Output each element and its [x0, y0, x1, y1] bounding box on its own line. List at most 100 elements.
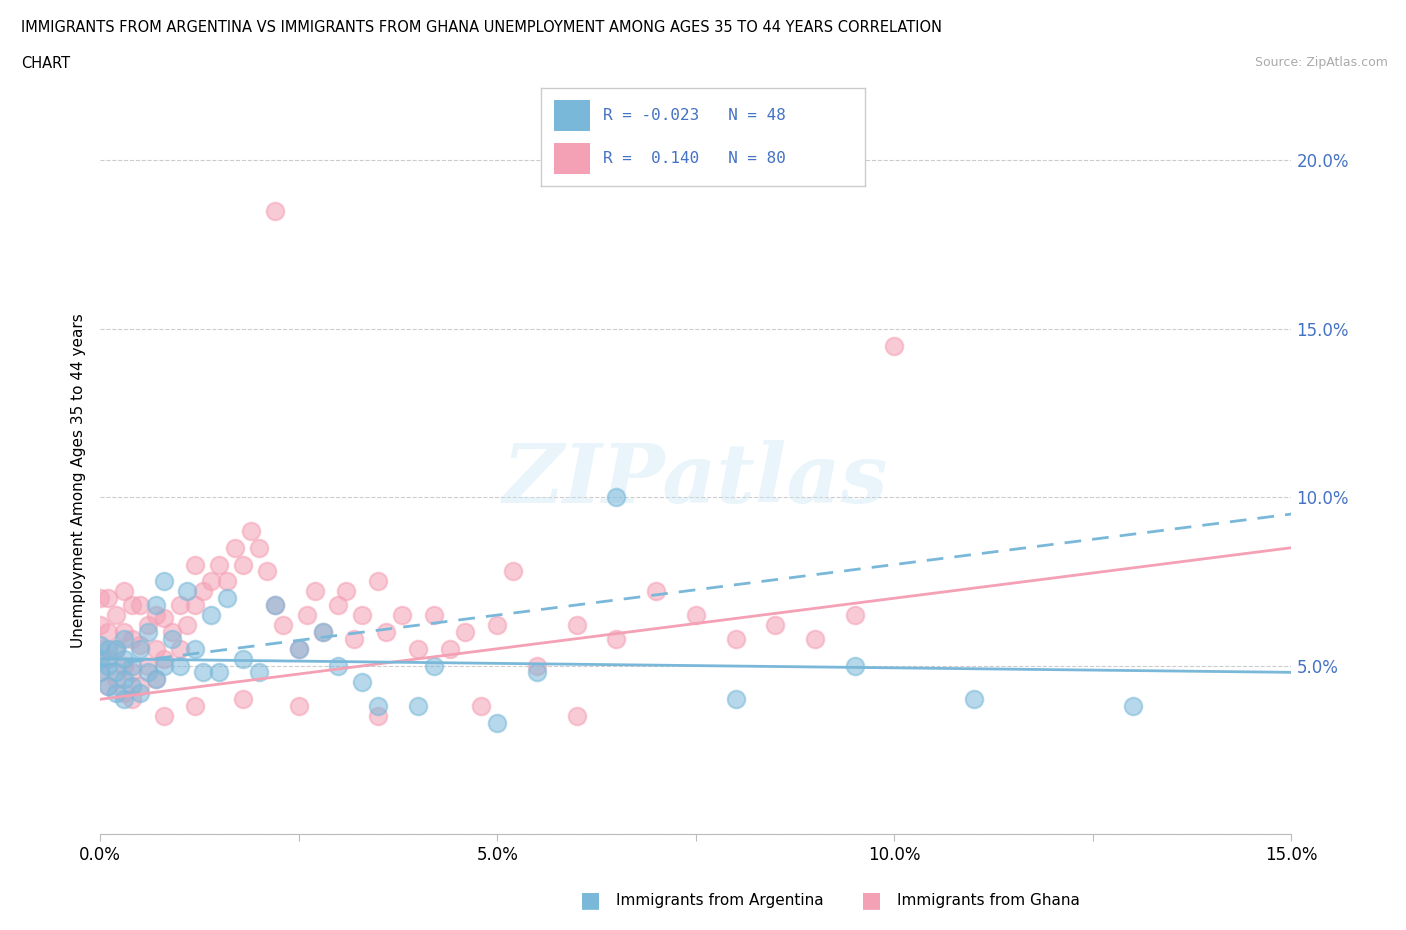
- Point: [263, 598, 285, 613]
- Text: CHART: CHART: [21, 56, 70, 71]
- Point: [105, 642, 128, 657]
- Point: [112, 651, 135, 666]
- Point: [352, 675, 374, 690]
- Point: [169, 642, 191, 657]
- Text: Immigrants from Argentina: Immigrants from Argentina: [616, 893, 824, 908]
- Point: [526, 658, 548, 673]
- Point: [328, 598, 350, 613]
- Point: [152, 574, 174, 589]
- Point: [89, 665, 111, 680]
- Text: ■: ■: [862, 890, 882, 910]
- Point: [454, 624, 477, 639]
- Point: [605, 490, 627, 505]
- Point: [311, 624, 333, 639]
- Point: [963, 692, 986, 707]
- Point: [526, 665, 548, 680]
- Point: [247, 540, 270, 555]
- Point: [565, 618, 588, 632]
- Point: [97, 651, 120, 666]
- Text: Immigrants from Ghana: Immigrants from Ghana: [897, 893, 1080, 908]
- Point: [128, 598, 150, 613]
- Point: [145, 607, 167, 622]
- Point: [256, 564, 278, 578]
- Point: [145, 671, 167, 686]
- Point: [208, 557, 231, 572]
- Point: [883, 339, 905, 353]
- Point: [605, 631, 627, 646]
- Point: [645, 584, 668, 599]
- Point: [804, 631, 827, 646]
- Point: [263, 598, 285, 613]
- Point: [184, 698, 207, 713]
- Point: [240, 524, 263, 538]
- Point: [232, 692, 254, 707]
- Point: [724, 692, 747, 707]
- Point: [121, 678, 143, 693]
- Point: [121, 598, 143, 613]
- Point: [724, 631, 747, 646]
- Point: [105, 671, 128, 686]
- Point: [145, 671, 167, 686]
- Text: ZIPatlas: ZIPatlas: [503, 440, 889, 520]
- Point: [152, 709, 174, 724]
- Point: [565, 709, 588, 724]
- Point: [136, 624, 159, 639]
- Point: [287, 698, 309, 713]
- Point: [89, 591, 111, 605]
- Point: [184, 642, 207, 657]
- Point: [486, 715, 509, 730]
- Point: [136, 665, 159, 680]
- Point: [232, 651, 254, 666]
- Point: [152, 658, 174, 673]
- Point: [287, 642, 309, 657]
- Text: IMMIGRANTS FROM ARGENTINA VS IMMIGRANTS FROM GHANA UNEMPLOYMENT AMONG AGES 35 TO: IMMIGRANTS FROM ARGENTINA VS IMMIGRANTS …: [21, 20, 942, 35]
- Point: [105, 685, 128, 700]
- Point: [97, 624, 120, 639]
- Point: [152, 611, 174, 626]
- Point: [112, 584, 135, 599]
- Point: [152, 651, 174, 666]
- Point: [128, 678, 150, 693]
- Point: [97, 678, 120, 693]
- Point: [128, 642, 150, 657]
- Point: [391, 607, 413, 622]
- Point: [121, 658, 143, 673]
- Point: [232, 557, 254, 572]
- Point: [224, 540, 246, 555]
- Y-axis label: Unemployment Among Ages 35 to 44 years: Unemployment Among Ages 35 to 44 years: [72, 313, 86, 647]
- Point: [486, 618, 509, 632]
- Point: [128, 685, 150, 700]
- Point: [311, 624, 333, 639]
- Point: [208, 665, 231, 680]
- Point: [439, 642, 461, 657]
- Bar: [554, 100, 591, 131]
- Point: [422, 607, 444, 622]
- Point: [121, 692, 143, 707]
- Point: [287, 642, 309, 657]
- Point: [112, 685, 135, 700]
- Point: [184, 598, 207, 613]
- Point: [121, 665, 143, 680]
- Point: [145, 642, 167, 657]
- Point: [121, 631, 143, 646]
- Point: [145, 598, 167, 613]
- Point: [193, 665, 215, 680]
- Point: [112, 692, 135, 707]
- Point: [97, 678, 120, 693]
- Point: [352, 607, 374, 622]
- Point: [128, 638, 150, 653]
- Point: [193, 584, 215, 599]
- Point: [844, 607, 866, 622]
- Text: R =  0.140   N = 80: R = 0.140 N = 80: [603, 152, 786, 166]
- Point: [112, 658, 135, 673]
- Point: [502, 564, 524, 578]
- Point: [422, 658, 444, 673]
- Point: [160, 624, 183, 639]
- Point: [295, 607, 318, 622]
- Point: [343, 631, 366, 646]
- Point: [176, 584, 198, 599]
- Point: [406, 642, 429, 657]
- Point: [375, 624, 398, 639]
- Point: [367, 574, 389, 589]
- Text: Source: ZipAtlas.com: Source: ZipAtlas.com: [1254, 56, 1388, 69]
